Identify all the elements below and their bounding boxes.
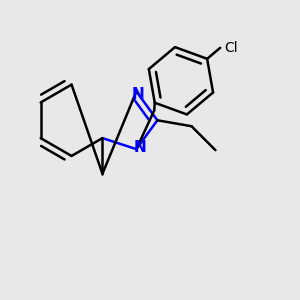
Text: N: N [131, 88, 144, 103]
Text: Cl: Cl [224, 41, 237, 55]
Text: N: N [134, 140, 146, 155]
